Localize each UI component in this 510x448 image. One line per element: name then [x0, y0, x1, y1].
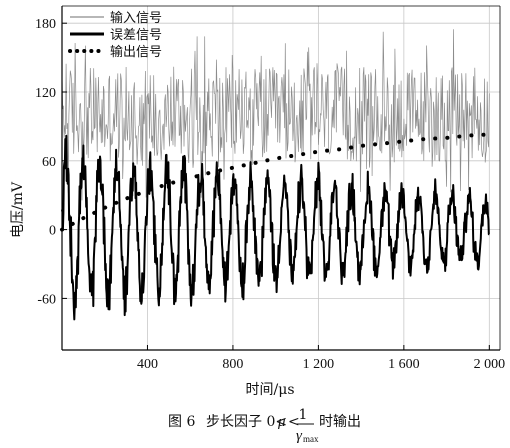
x-tick-label-3: 1 600	[388, 357, 420, 372]
caption-prefix: 图 6	[168, 414, 195, 430]
caption-text: 步长因子 0<	[206, 414, 287, 430]
caption-suffix: 时输出	[319, 414, 361, 430]
series-output-line	[60, 132, 492, 232]
y-axis-label: 电压/mV	[10, 181, 26, 238]
x-tick-label-0: 400	[137, 357, 158, 372]
series-input-line	[61, 29, 490, 201]
legend: 输入信号 误差信号 输出信号	[68, 10, 162, 60]
x-tick-label-1: 800	[222, 357, 243, 372]
y-tick-label-4: 180	[35, 17, 56, 32]
x-tick-label-4: 2 000	[474, 357, 506, 372]
caption-lt: <	[288, 414, 300, 430]
caption-denominator: γ	[296, 428, 303, 444]
y-tick-label-2: 60	[42, 155, 56, 170]
caption-mu: μ	[277, 414, 286, 430]
caption-denominator-sub: max	[303, 434, 319, 444]
series-error-line	[61, 134, 490, 321]
figure-caption: 图 6 步长因子 0< μ < 1 γ max 时输出	[168, 407, 361, 444]
axes	[61, 5, 501, 351]
legend-label-output: 输出信号	[110, 44, 162, 60]
series-output-signal	[60, 132, 492, 232]
x-axis-label: 时间/μs	[246, 382, 295, 398]
y-tick-label-3: 120	[35, 86, 56, 101]
y-tick-label-0: -60	[37, 292, 56, 307]
series-error-signal	[61, 134, 490, 321]
y-tick-label-1: 0	[49, 224, 56, 239]
plot-area	[60, 29, 492, 321]
legend-label-input: 输入信号	[110, 10, 162, 26]
legend-label-error: 误差信号	[110, 28, 162, 43]
caption-numerator: 1	[299, 407, 308, 423]
tick-labels: 400 800 1 200 1 600 2 000 -60 0 60 120 180	[35, 17, 505, 372]
x-tick-label-2: 1 200	[303, 357, 335, 372]
series-input-signal	[61, 29, 490, 201]
